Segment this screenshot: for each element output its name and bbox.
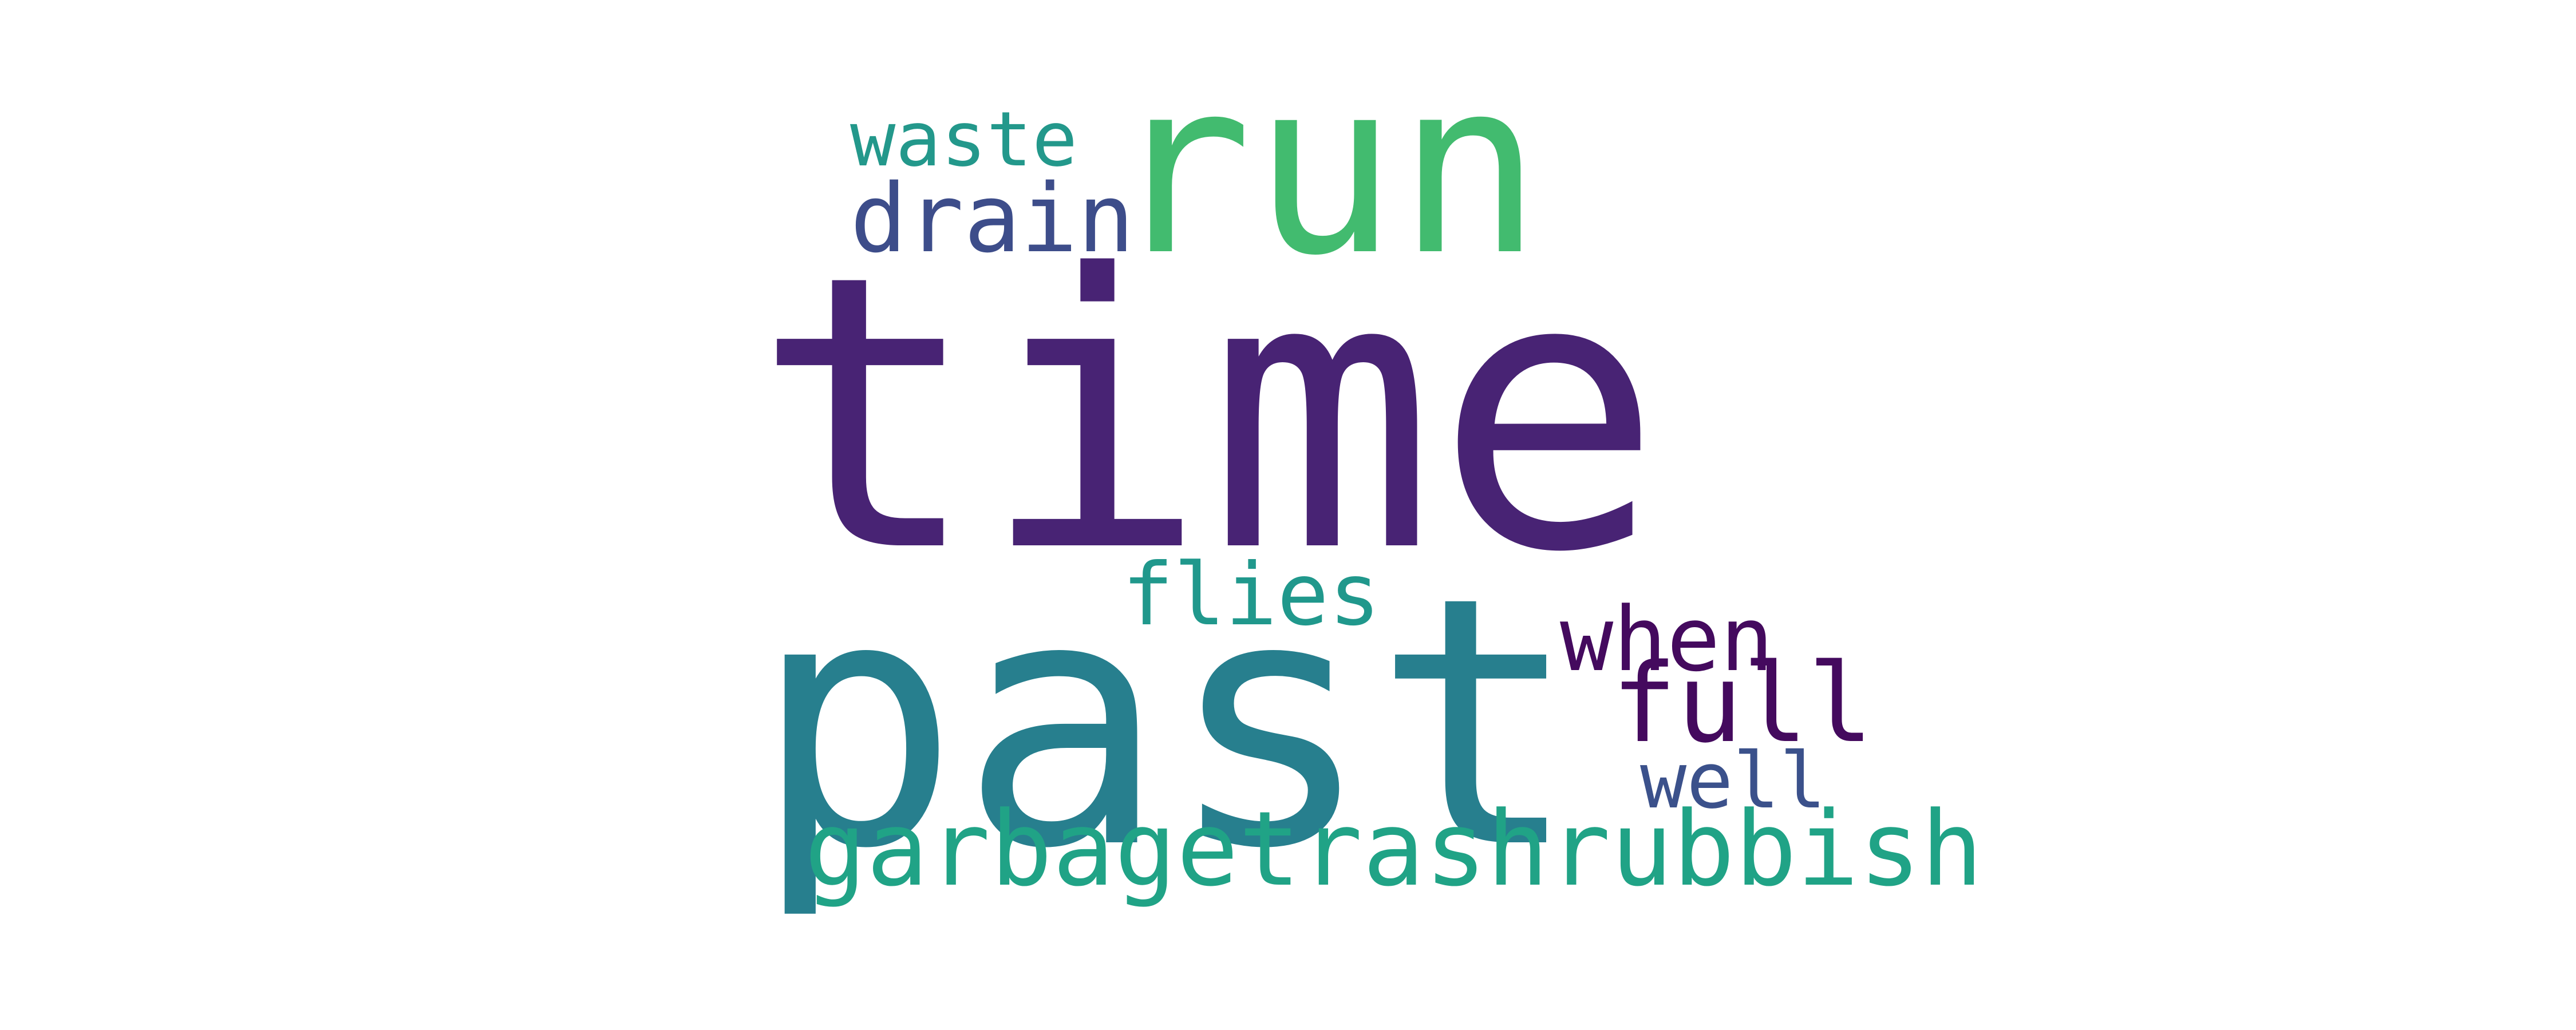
word-full: full xyxy=(1611,640,1874,767)
word-flies: flies xyxy=(1122,545,1381,645)
word-waste: waste xyxy=(850,96,1078,184)
word-time: time xyxy=(753,195,1663,635)
word-run: run xyxy=(1108,29,1542,308)
word-past: past xyxy=(753,524,1580,924)
word-garbagetrashrubbish: garbagetrashrubbish xyxy=(804,790,1984,909)
word-drain: drain xyxy=(850,164,1135,274)
word-when: when xyxy=(1560,588,1774,691)
word-well: well xyxy=(1640,736,1827,826)
